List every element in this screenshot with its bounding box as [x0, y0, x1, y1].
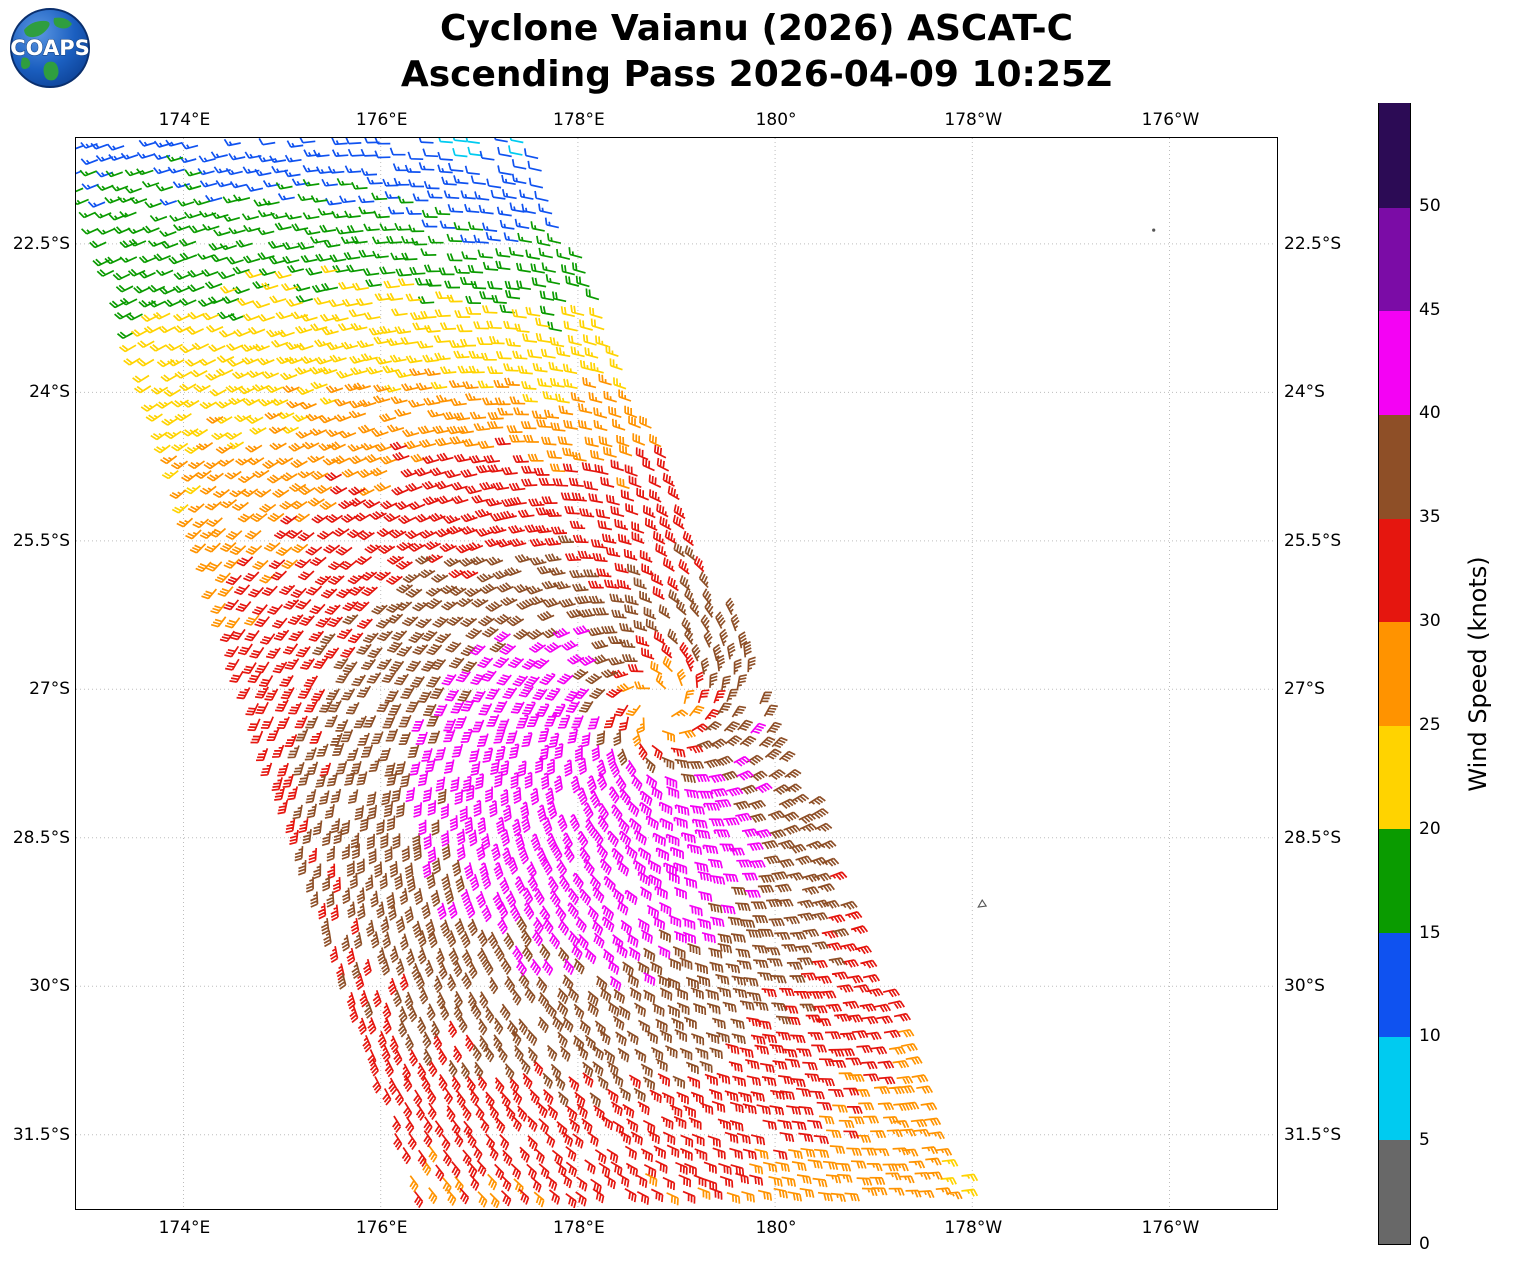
colorbar-tick-35: 35 — [1419, 507, 1441, 528]
x-tick-bottom-180°: 180° — [755, 1218, 797, 1238]
land-shape — [53, 17, 72, 29]
x-tick-bottom-178°W: 178°W — [944, 1218, 1003, 1238]
y-tick-left-28.5°S: 28.5°S — [12, 827, 70, 848]
colorbar-tick-20: 20 — [1419, 818, 1441, 839]
island-mark-southeast — [977, 899, 988, 908]
chart-title-line2: Ascending Pass 2026-04-09 10:25Z — [400, 54, 1113, 95]
colorbar-tick-5: 5 — [1419, 1130, 1430, 1151]
colorbar-label: Wind Speed (knots) — [1464, 556, 1492, 792]
wind-barb-field — [76, 138, 1276, 1208]
y-tick-right-28.5°S: 28.5°S — [1284, 827, 1342, 848]
land-shape — [24, 20, 50, 38]
colorbar-bin-10-15 — [1379, 932, 1410, 1037]
y-tick-left-31.5°S: 31.5°S — [12, 1124, 70, 1145]
colorbar-bin-15-20 — [1379, 828, 1410, 934]
x-tick-bottom-178°E: 178°E — [553, 1218, 605, 1238]
y-tick-right-27°S: 27°S — [1284, 679, 1325, 700]
colorbar-tick-30: 30 — [1419, 611, 1441, 632]
wind-barbs-15-20kt — [76, 154, 600, 340]
y-tick-right-24°S: 24°S — [1284, 382, 1325, 403]
land-shape — [21, 57, 31, 69]
colorbar-bin-45-50 — [1379, 207, 1410, 312]
y-tick-right-25.5°S: 25.5°S — [1284, 530, 1342, 551]
x-tick-top-178°E: 178°E — [553, 110, 605, 130]
colorbar-bin-25-30 — [1379, 621, 1410, 726]
wind-barbs-20-25kt — [118, 265, 979, 1197]
x-tick-top-178°W: 178°W — [944, 110, 1003, 130]
x-tick-bottom-174°E: 174°E — [158, 1218, 211, 1238]
colorbar-bin-35-40 — [1379, 414, 1410, 519]
wind-barbs-25-30kt — [160, 368, 963, 1208]
wind-barbs-30-35kt — [219, 437, 912, 1208]
y-tick-left-30°S: 30°S — [29, 976, 70, 997]
x-tick-top-176°W: 176°W — [1141, 110, 1200, 130]
colorbar-tick-40: 40 — [1419, 403, 1441, 424]
wind-barbs-10-15kt — [76, 138, 559, 244]
coaps-logo-text: COAPS — [10, 36, 89, 60]
land-shape — [43, 61, 59, 81]
y-tick-left-22.5°S: 22.5°S — [12, 233, 70, 254]
x-tick-bottom-176°E: 176°E — [355, 1218, 408, 1238]
colorbar-bin-5-10 — [1379, 1036, 1410, 1141]
y-tick-left-25.5°S: 25.5°S — [12, 530, 70, 551]
graticule — [76, 138, 1276, 1208]
y-tick-right-30°S: 30°S — [1284, 976, 1325, 997]
x-tick-top-176°E: 176°E — [355, 110, 408, 130]
y-tick-left-27°S: 27°S — [29, 679, 70, 700]
wind-barbs-40-45kt — [405, 625, 773, 991]
chart-title: Cyclone Vaianu (2026) ASCAT-C Ascending … — [0, 6, 1513, 98]
colorbar-tick-15: 15 — [1419, 922, 1441, 943]
x-tick-top-174°E: 174°E — [158, 110, 211, 130]
colorbar-tick-25: 25 — [1419, 714, 1441, 735]
wind-barbs-5-10kt — [438, 138, 524, 158]
colorbar-tick-50: 50 — [1419, 195, 1441, 216]
colorbar-tick-10: 10 — [1419, 1026, 1441, 1047]
colorbar-bin-50-55 — [1379, 103, 1410, 208]
island-mark-northeast — [1152, 228, 1156, 232]
y-tick-right-22.5°S: 22.5°S — [1284, 233, 1342, 254]
y-tick-right-31.5°S: 31.5°S — [1284, 1124, 1342, 1145]
x-tick-bottom-176°W: 176°W — [1141, 1218, 1200, 1238]
colorbar-bin-0-5 — [1379, 1139, 1410, 1244]
coaps-logo: COAPS — [10, 8, 90, 88]
x-tick-top-180°: 180° — [755, 110, 797, 130]
colorbar-tick-45: 45 — [1419, 299, 1441, 320]
colorbar — [1378, 103, 1411, 1245]
y-tick-left-24°S: 24°S — [29, 382, 70, 403]
wind-barbs-35-40kt — [287, 535, 858, 1108]
colorbar-bin-20-25 — [1379, 725, 1410, 830]
chart-title-line1: Cyclone Vaianu (2026) ASCAT-C — [439, 8, 1074, 49]
colorbar-bin-40-45 — [1379, 310, 1410, 415]
colorbar-bin-30-35 — [1379, 517, 1410, 623]
colorbar-tick-0: 0 — [1419, 1234, 1430, 1254]
map-plot-area — [75, 137, 1278, 1210]
